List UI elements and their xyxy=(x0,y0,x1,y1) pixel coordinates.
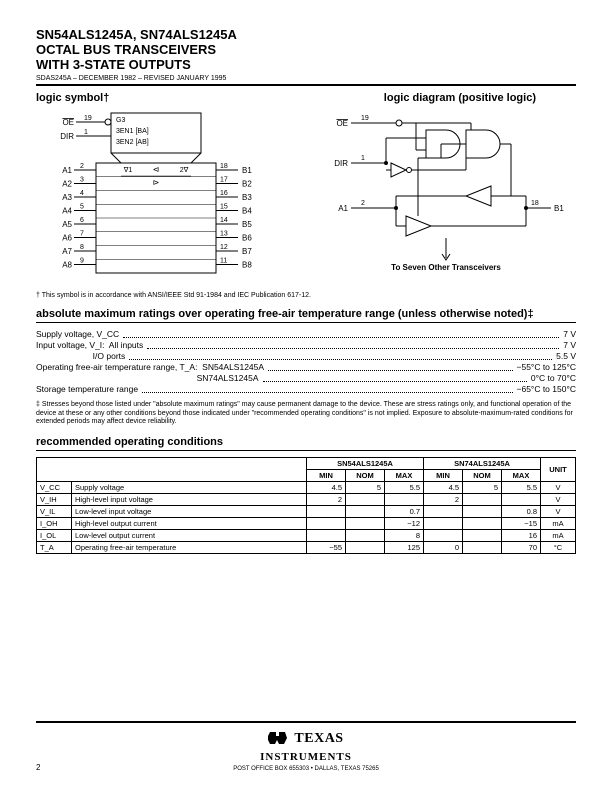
svg-text:3: 3 xyxy=(80,176,84,183)
svg-text:12: 12 xyxy=(220,244,228,251)
svg-text:B6: B6 xyxy=(242,233,252,242)
conditions-table: SN54ALS1245ASN74ALS1245AUNITMINNOMMAXMIN… xyxy=(36,457,576,554)
svg-text:DIR: DIR xyxy=(334,159,348,168)
title-line-2: OCTAL BUS TRANSCEIVERS xyxy=(36,43,576,58)
svg-text:16: 16 xyxy=(220,190,228,197)
svg-text:B5: B5 xyxy=(242,220,252,229)
svg-text:18: 18 xyxy=(220,163,228,170)
svg-text:B7: B7 xyxy=(242,247,252,256)
svg-text:⊳: ⊳ xyxy=(153,178,160,187)
svg-text:18: 18 xyxy=(531,200,539,207)
title-line-3: WITH 3-STATE OUTPUTS xyxy=(36,58,576,73)
svg-text:B4: B4 xyxy=(242,206,252,215)
ti-logo: TEXAS INSTRUMENTS xyxy=(36,729,576,765)
svg-text:A7: A7 xyxy=(62,247,72,256)
rule-absmax xyxy=(36,322,576,323)
svg-text:19: 19 xyxy=(361,115,369,122)
section-abs-max: absolute maximum ratings over operating … xyxy=(36,308,576,320)
ratings-row: SN74ALS1245A0°C to 70°C xyxy=(36,373,576,384)
svg-text:2: 2 xyxy=(80,163,84,170)
svg-text:A4: A4 xyxy=(62,206,72,215)
svg-text:A5: A5 xyxy=(62,220,72,229)
svg-text:13: 13 xyxy=(220,230,228,237)
ratings-row: Operating free-air temperature range, T_… xyxy=(36,362,576,373)
svg-text:B2: B2 xyxy=(242,179,252,188)
svg-text:OE: OE xyxy=(62,118,74,127)
logic-symbol-diagram: 19 OE 1 DIR G3 3EN1 [BA] 3EN2 [AB] ∇1 ⊲ ⊳ 2∇ 2 A1 3 A2… xyxy=(36,108,296,288)
ratings-row: Supply voltage, V_CC7 V xyxy=(36,329,576,340)
svg-text:19: 19 xyxy=(84,115,92,122)
footnote-stress: ‡ Stresses beyond those listed under "ab… xyxy=(36,401,576,426)
svg-text:3EN2 [AB]: 3EN2 [AB] xyxy=(116,139,149,146)
svg-text:1: 1 xyxy=(361,155,365,162)
svg-text:B8: B8 xyxy=(242,260,252,269)
svg-text:7: 7 xyxy=(80,230,84,237)
svg-text:To Seven Other Transceivers: To Seven Other Transceivers xyxy=(391,263,501,272)
title-line-1: SN54ALS1245A, SN74ALS1245A xyxy=(36,28,576,43)
svg-text:∇1: ∇1 xyxy=(123,166,133,174)
svg-text:B1: B1 xyxy=(554,204,564,213)
svg-text:11: 11 xyxy=(220,257,227,264)
svg-text:3EN1 [BA]: 3EN1 [BA] xyxy=(116,128,149,135)
svg-text:B3: B3 xyxy=(242,193,252,202)
svg-text:8: 8 xyxy=(80,244,84,251)
svg-text:2: 2 xyxy=(361,200,365,207)
svg-text:B1: B1 xyxy=(242,166,252,175)
svg-text:OE: OE xyxy=(336,119,348,128)
svg-text:6: 6 xyxy=(80,217,84,224)
section-logic-diagram: logic diagram (positive logic) xyxy=(384,92,536,104)
footnote-symbol: † This symbol is in accordance with ANSI… xyxy=(36,292,576,300)
svg-text:A8: A8 xyxy=(62,260,72,269)
section-rec-cond: recommended operating conditions xyxy=(36,436,576,448)
svg-text:1: 1 xyxy=(84,129,88,136)
svg-text:A1: A1 xyxy=(338,204,348,213)
svg-text:5: 5 xyxy=(80,203,84,210)
doc-id: SDAS245A – DECEMBER 1982 – REVISED JANUA… xyxy=(36,75,576,82)
svg-text:G3: G3 xyxy=(116,117,125,124)
svg-text:9: 9 xyxy=(80,257,84,264)
ti-address: POST OFFICE BOX 655303 • DALLAS, TEXAS 7… xyxy=(36,766,576,772)
svg-text:A2: A2 xyxy=(62,179,72,188)
svg-text:15: 15 xyxy=(220,203,228,210)
svg-text:2∇: 2∇ xyxy=(180,166,189,174)
svg-text:17: 17 xyxy=(220,176,228,183)
ratings-block: Supply voltage, V_CC7 VInput voltage, V_… xyxy=(36,329,576,395)
svg-text:14: 14 xyxy=(220,217,228,224)
logic-diagram: 19 OE 1 DIR 2 A1 18 B1 To Seven Other Transceive… xyxy=(316,108,576,288)
ratings-row: I/O ports5.5 V xyxy=(36,351,576,362)
svg-text:A6: A6 xyxy=(62,233,72,242)
page-number: 2 xyxy=(36,763,40,772)
rule-reccond xyxy=(36,450,576,451)
ratings-row: Storage temperature range−65°C to 150°C xyxy=(36,384,576,395)
svg-text:⊲: ⊲ xyxy=(153,165,160,174)
rule-top xyxy=(36,84,576,86)
ratings-row: Input voltage, V_I: All inputs7 V xyxy=(36,340,576,351)
svg-text:DIR: DIR xyxy=(60,132,74,141)
svg-text:A1: A1 xyxy=(62,166,72,175)
section-logic-symbol: logic symbol† xyxy=(36,92,109,104)
svg-text:4: 4 xyxy=(80,190,84,197)
rule-footer xyxy=(36,721,576,723)
svg-text:A3: A3 xyxy=(62,193,72,202)
